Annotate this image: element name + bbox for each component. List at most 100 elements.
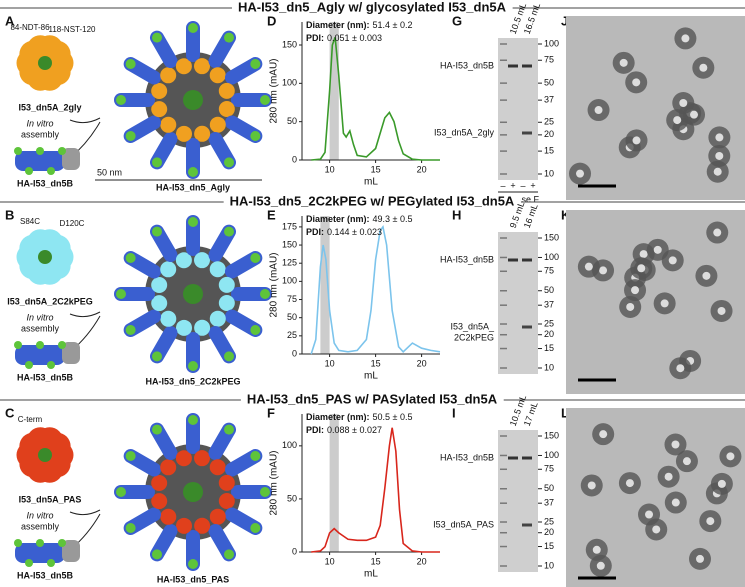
particle-core: [592, 545, 601, 554]
particle-core: [632, 78, 641, 87]
heading-bg: [240, 391, 504, 407]
assembly-component: [193, 450, 210, 467]
annotation-key: Diameter (nm):: [306, 214, 370, 224]
particle-core: [664, 472, 673, 481]
marker-label: 25: [544, 318, 554, 328]
assembly-glycan: [260, 95, 270, 105]
assembly-component: [209, 116, 226, 133]
y-tick-label: 100: [282, 276, 297, 286]
assembly-component: [209, 67, 226, 84]
particle-core: [671, 440, 680, 449]
y-tick-label: 50: [287, 312, 297, 322]
particle-core: [696, 554, 705, 563]
marker-label: 100: [544, 38, 559, 48]
assembly-component: [151, 101, 168, 118]
assembly-component: [151, 277, 168, 294]
panel-letter: C: [5, 405, 15, 420]
assembly-glycan: [250, 253, 261, 263]
component-b-glycan: [36, 539, 44, 547]
assembly-glycan: [116, 487, 126, 497]
band-label: I53_dn5A_: [450, 321, 495, 331]
particle-core: [619, 58, 628, 67]
assembly-glycan: [224, 549, 234, 560]
particle-core: [676, 364, 685, 373]
marker-label: 25: [544, 117, 554, 127]
annotation-key: PDI:: [306, 33, 324, 43]
gel: [498, 232, 538, 374]
assembly-glycan: [250, 131, 261, 141]
particle-core: [690, 110, 699, 119]
assembly-glycan: [250, 325, 261, 335]
component-b-tail: [62, 148, 80, 170]
assembly-component: [193, 252, 210, 269]
assembly-label: HA-I53_dn5_PAS: [157, 574, 229, 584]
assembly-component: [160, 459, 177, 476]
marker-label: 25: [544, 516, 554, 526]
gel: [498, 38, 538, 180]
annotation: Diameter (nm): 50.5 ± 0.5: [306, 412, 412, 422]
panel-letter: J: [561, 13, 568, 28]
assembly-component: [160, 116, 177, 133]
y-tick-label: 125: [282, 258, 297, 268]
annotation-value: 0.051 ± 0.003: [327, 33, 382, 43]
panel-letter: F: [267, 405, 275, 420]
y-tick-label: 100: [282, 440, 297, 450]
scale-label: 50 nm: [97, 167, 122, 177]
x-axis-label: mL: [364, 177, 378, 188]
x-tick-label: 15: [371, 164, 381, 174]
assembly-component: [176, 319, 193, 336]
particle-core: [702, 271, 711, 280]
assembly-note: assembly: [21, 521, 60, 531]
marker-label: 15: [544, 541, 554, 551]
particle-core: [652, 525, 661, 534]
marker-label: 75: [544, 464, 554, 474]
assembly-component: [218, 474, 235, 491]
assembly-glycan: [116, 289, 126, 299]
panel-letter: D: [267, 13, 276, 28]
x-tick-label: 20: [417, 164, 427, 174]
particle-core: [587, 481, 596, 490]
particle-core: [671, 498, 680, 507]
assembly-arrow: [69, 117, 101, 124]
assembly-component: [218, 492, 235, 509]
assembly-center: [183, 284, 203, 304]
assembly-glycan: [188, 217, 198, 227]
marker-label: 75: [544, 55, 554, 65]
marker-label: 100: [544, 252, 559, 262]
particle-core: [715, 133, 724, 142]
band-label: I53_dn5A_PAS: [433, 519, 494, 529]
assembly-note: In vitro: [26, 312, 53, 322]
x-tick-label: 15: [371, 556, 381, 566]
assembly-glycan: [152, 549, 162, 560]
assembly-component: [209, 310, 226, 327]
assembly-component: [160, 310, 177, 327]
annotation-value: 0.144 ± 0.023: [327, 227, 382, 237]
marker-label: 10: [544, 362, 554, 372]
assembly-component: [160, 261, 177, 278]
marker-label: 50: [544, 285, 554, 295]
assembly-component: [175, 252, 192, 269]
assembly-component: [151, 493, 168, 510]
particle-core: [668, 256, 677, 265]
component-b-glycan: [47, 361, 55, 369]
assembly-component: [218, 100, 235, 117]
heading: HA-I53_dn5_PAS w/ PASylated I53_dn5A: [247, 391, 498, 406]
assembly-glycan: [152, 351, 162, 362]
particle-core: [713, 228, 722, 237]
assembly-component: [176, 517, 193, 534]
annotation: Diameter (nm): 51.4 ± 0.2: [306, 20, 412, 30]
assembly-component: [175, 58, 192, 75]
marker-label: 100: [544, 450, 559, 460]
assembly-component: [194, 517, 211, 534]
component-a-core: [38, 250, 52, 264]
particle-core: [699, 63, 708, 72]
assembly-glycan: [188, 23, 198, 33]
marker-label: 75: [544, 266, 554, 276]
component-b-tail: [62, 342, 80, 364]
annotation: PDI: 0.144 ± 0.023: [306, 227, 382, 237]
particle-core: [679, 98, 688, 107]
particle-core: [625, 479, 634, 488]
annotation-value: 0.088 ± 0.027: [327, 425, 382, 435]
component-b-label: HA-I53_dn5B: [17, 178, 74, 188]
heading: HA-I53_dn5_Agly w/ glycosylated I53_dn5A: [238, 0, 507, 14]
